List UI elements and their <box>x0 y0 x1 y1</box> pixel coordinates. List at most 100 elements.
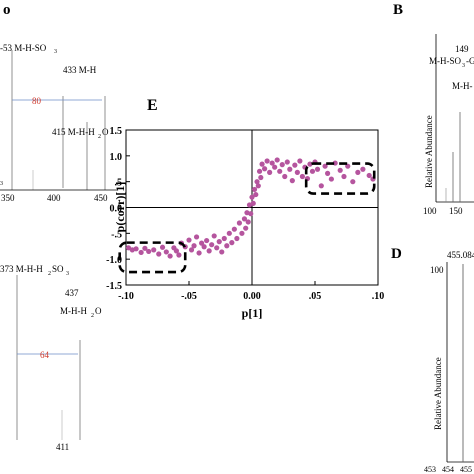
y-tick-label: 1.5 <box>110 126 123 137</box>
scatter-point <box>173 248 179 254</box>
y-tick-label: 0.0 <box>110 204 123 215</box>
scatter-point <box>156 251 162 257</box>
x-tick-label: .10 <box>372 291 385 302</box>
x-tick-label: 150 <box>449 206 463 216</box>
y-tick-label: .5 <box>115 178 123 189</box>
scatter-point <box>337 167 343 173</box>
scatter-point <box>259 161 265 167</box>
scatter-point <box>325 170 331 176</box>
scatter-point <box>277 168 283 174</box>
scatter-point <box>245 219 251 225</box>
scatter-point <box>355 169 361 175</box>
scatter-point <box>297 158 303 164</box>
scatter-point <box>229 240 235 246</box>
x-tick-label: 450 <box>94 193 108 203</box>
scatter-point <box>176 252 182 258</box>
scatter-point <box>307 161 313 167</box>
scatter-point <box>221 235 227 242</box>
peak-label: 149 <box>455 44 469 54</box>
peak-label-subscript: 3 <box>54 49 57 55</box>
scatter-point <box>350 179 356 185</box>
panel-D-letter: D <box>391 246 402 262</box>
y-axis-label: Relative Abundance <box>433 357 443 430</box>
x-tick-label: 453 <box>424 465 436 474</box>
peak-label-subscript: 2 <box>91 313 94 319</box>
y-tick-label: -1.0 <box>106 255 122 266</box>
scatter-point <box>214 245 220 251</box>
y-top-label: 100 <box>430 265 444 275</box>
scatter-point <box>267 169 273 175</box>
scatter-point <box>216 239 222 245</box>
scatter-point <box>241 216 248 222</box>
scatter-point <box>360 166 366 172</box>
peak-label: -53 M-H-SO <box>0 43 47 53</box>
panel-bottom-left: 373 M-H-H 2 SO 3 437 M-H-H 2 O 64 411 <box>0 264 102 452</box>
peak-label: -Glu <box>466 56 474 66</box>
scatter-point <box>188 247 195 253</box>
x-tick-label: -.10 <box>118 291 134 302</box>
peak-label: O <box>102 127 109 137</box>
scatter-point <box>224 243 230 249</box>
scatter-point <box>186 237 192 243</box>
scatter-point <box>314 166 321 172</box>
y-tick-label: 1.0 <box>110 152 123 163</box>
peak-label: 411 <box>56 442 69 452</box>
peak-label-subscript: 3 <box>462 63 465 69</box>
scatter-point <box>250 200 256 206</box>
scatter-point <box>292 162 298 168</box>
x-axis-ticks: -.10 -.05 0.00 .05 .10 <box>118 281 384 302</box>
scatter-point <box>289 178 295 184</box>
scatter-point <box>251 186 258 193</box>
scatter-point <box>341 173 347 180</box>
scatter-point <box>254 179 260 185</box>
scatter-point <box>274 157 280 163</box>
scatter-point <box>269 160 275 166</box>
panel-top-left: o -53 M-H-SO 3 433 M-H 80 415 M-H-H 2 O … <box>0 2 118 203</box>
scatter-point <box>167 253 173 259</box>
highlight-box <box>118 241 187 274</box>
scatter-point <box>159 244 166 250</box>
scatter-point <box>282 173 288 180</box>
peak-label: 437 <box>65 288 79 298</box>
peak-label-subscript: 2 <box>48 271 51 277</box>
x-tick-label: 0.00 <box>243 291 261 302</box>
scatter-point <box>256 168 263 174</box>
scatter-point <box>226 230 232 236</box>
scatter-point <box>151 247 157 253</box>
peak-label-subscript: 2 <box>98 134 101 140</box>
scatter-point <box>243 225 249 231</box>
scatter-point <box>236 220 242 226</box>
scatter-point <box>133 246 139 252</box>
panel-E-letter: E <box>147 97 158 114</box>
scatter-point <box>287 166 293 172</box>
scatter-point <box>196 250 202 256</box>
small-label: 3 <box>0 181 3 187</box>
scatter-point <box>211 233 217 239</box>
scatter-point <box>258 174 264 181</box>
x-tick-label: 350 <box>1 193 15 203</box>
peak-label: M-H-SO <box>429 56 462 66</box>
scatter-point <box>201 244 207 250</box>
scatter-point <box>231 226 237 232</box>
peak-label: O <box>95 306 102 316</box>
scatter-point <box>138 249 144 256</box>
scatter-point <box>209 242 215 248</box>
panel-E: E 1.5 1.0 .5 0.0 -.5 -1.0 -1.5 -.10 -.05 0.00 .05… <box>106 97 384 320</box>
peak-label-subscript: 3 <box>66 271 69 277</box>
scatter-point <box>253 191 259 198</box>
peak-label: M-H-H <box>60 306 87 316</box>
scatter-point <box>249 194 255 200</box>
scatter-point <box>239 230 245 236</box>
scatter-point <box>309 168 316 174</box>
peak-label: SO <box>52 264 64 274</box>
scatter-point <box>328 176 334 182</box>
peak-label: M-H- <box>452 81 473 91</box>
y-tick-label: -1.5 <box>106 281 122 292</box>
highlight-boxes <box>118 162 376 274</box>
scatter-point <box>264 158 270 164</box>
y-tick-label: -.5 <box>111 229 122 240</box>
scatter-point <box>255 183 261 189</box>
x-tick-label: 100 <box>423 206 437 216</box>
peak-label: 373 M-H-H <box>0 264 43 274</box>
scatter-point <box>294 169 300 175</box>
